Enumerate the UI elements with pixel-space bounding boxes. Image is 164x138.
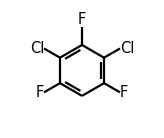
Text: F: F xyxy=(120,85,128,100)
Text: Cl: Cl xyxy=(30,41,44,56)
Text: F: F xyxy=(78,12,86,27)
Text: Cl: Cl xyxy=(120,41,134,56)
Text: F: F xyxy=(36,85,44,100)
